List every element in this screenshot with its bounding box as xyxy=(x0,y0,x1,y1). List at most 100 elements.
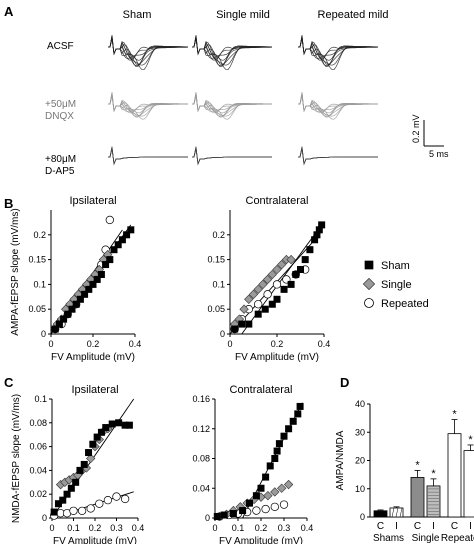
point-single xyxy=(262,274,273,285)
bar-hatch xyxy=(391,507,395,518)
point-sham xyxy=(271,455,279,462)
legend-marker-repeated xyxy=(364,298,374,308)
point-sham xyxy=(246,499,253,507)
panel-a-letter: A xyxy=(4,4,14,19)
legend-label-sham: Sham xyxy=(381,260,410,272)
x-tick-label: 0.2 xyxy=(89,523,102,533)
point-single xyxy=(270,487,280,497)
y-tick-label: 20 xyxy=(355,456,365,466)
y-tick-label: 0 xyxy=(41,329,46,339)
panel-c-letter: C xyxy=(4,375,14,390)
y-tick-label: 0.15 xyxy=(28,255,46,265)
y-axis-label: AMPA/NMDA xyxy=(335,430,346,490)
trace-line xyxy=(298,147,378,165)
point-sham xyxy=(285,425,293,433)
x-tick-label: 0.4 xyxy=(132,523,145,533)
chart-title: Contralateral xyxy=(230,384,293,396)
point-sham xyxy=(238,320,246,328)
x-tick-label: 0.4 xyxy=(318,339,331,349)
bar xyxy=(426,485,441,518)
fit-line xyxy=(241,224,323,335)
point-sham xyxy=(297,266,304,274)
trace-line xyxy=(108,36,188,66)
point-sham xyxy=(229,510,237,518)
x-axis-label: FV Amplitude (mV) xyxy=(219,536,303,544)
significance-star: * xyxy=(452,409,457,421)
point-sham xyxy=(76,295,84,303)
x-tick-label: 0 xyxy=(49,523,54,533)
point-sham xyxy=(280,432,288,440)
bar xyxy=(373,510,388,518)
point-sham xyxy=(110,246,118,254)
point-sham xyxy=(80,460,88,468)
trace-grid xyxy=(108,34,379,166)
point-sham xyxy=(313,231,321,239)
trace-line xyxy=(298,35,378,66)
y-tick-label: 0.2 xyxy=(33,230,46,240)
chart-b-contralateral: 0 0.2 0.4 0 0.05 0.1 0.15 0.2 Contralateral FV Am… xyxy=(207,195,330,363)
x-tick-label: 0 xyxy=(212,523,217,533)
column-title-repeated: Repeated mild xyxy=(318,9,389,21)
point-sham xyxy=(318,221,326,229)
trace-line xyxy=(298,148,378,166)
trace-line xyxy=(192,91,273,120)
point-sham xyxy=(68,305,76,313)
point-sham xyxy=(292,270,300,278)
point-sham xyxy=(273,447,281,455)
point-sham xyxy=(121,421,129,429)
point-sham xyxy=(85,449,93,457)
point-repeated xyxy=(261,504,270,514)
y-axis-label: AMPA-fEPSP slope (mV/ms) xyxy=(10,208,21,335)
legend-label-repeated: Repeated xyxy=(381,298,429,310)
point-single xyxy=(272,264,282,275)
point-sham xyxy=(266,462,274,470)
point-sham xyxy=(63,490,71,498)
legend-marker-single xyxy=(362,277,376,291)
y-tick-label: 0.1 xyxy=(33,279,46,289)
column-title-single: Single mild xyxy=(216,9,270,21)
y-tick-label: 0 xyxy=(42,513,47,523)
panel-b-letter: B xyxy=(4,196,13,211)
point-repeated xyxy=(112,492,121,501)
y-tick-label: 0.05 xyxy=(207,304,225,314)
trace-line xyxy=(192,34,273,71)
row-label-acsf: ACSF xyxy=(47,41,74,52)
point-sham xyxy=(306,246,314,254)
point-repeated xyxy=(69,506,78,516)
group-label: Shams xyxy=(373,533,404,544)
point-single xyxy=(286,254,296,265)
point-sham xyxy=(268,300,276,308)
legend: Sham Single Repeated xyxy=(362,260,429,310)
point-sham xyxy=(245,320,253,328)
point-sham xyxy=(114,241,122,249)
x-tick-label: 0 xyxy=(227,339,232,349)
point-sham xyxy=(102,424,110,432)
point-repeated xyxy=(105,215,114,225)
chart-c-contralateral: 0 0.1 0.2 0.3 0.4 0 0.04 0.08 0.12 0.16 Contralate… xyxy=(192,384,313,544)
point-sham xyxy=(76,466,84,474)
point-repeated xyxy=(270,502,279,511)
point-single xyxy=(281,254,292,265)
trace-line xyxy=(298,148,378,166)
point-single xyxy=(267,269,277,280)
point-sham xyxy=(294,410,302,418)
y-tick-label: 40 xyxy=(355,399,365,409)
y-tick-label: 0 xyxy=(360,512,365,522)
trace-line xyxy=(298,34,379,71)
trace-line xyxy=(192,35,273,67)
trace-line xyxy=(108,148,188,166)
x-tick-label: 0.4 xyxy=(129,339,142,349)
chart-c-ipsilateral: 0 0.1 0.2 0.3 0.4 0 0.02 0.04 0.06 0.08 0.1 Ipsilat… xyxy=(11,384,144,544)
panel-a: A Sham Single mild Repeated mild ACSF +5… xyxy=(4,4,449,177)
point-sham xyxy=(89,280,97,288)
point-single xyxy=(244,294,254,304)
point-sham xyxy=(123,231,131,239)
point-sham xyxy=(239,507,247,515)
y-tick-label: 0.2 xyxy=(212,230,225,240)
trace-line xyxy=(298,36,378,66)
point-sham xyxy=(115,419,123,427)
scale-bar: 0.2 mV 5 ms xyxy=(411,114,449,159)
y-tick-label: 0.08 xyxy=(192,454,210,464)
point-sham xyxy=(220,511,228,519)
